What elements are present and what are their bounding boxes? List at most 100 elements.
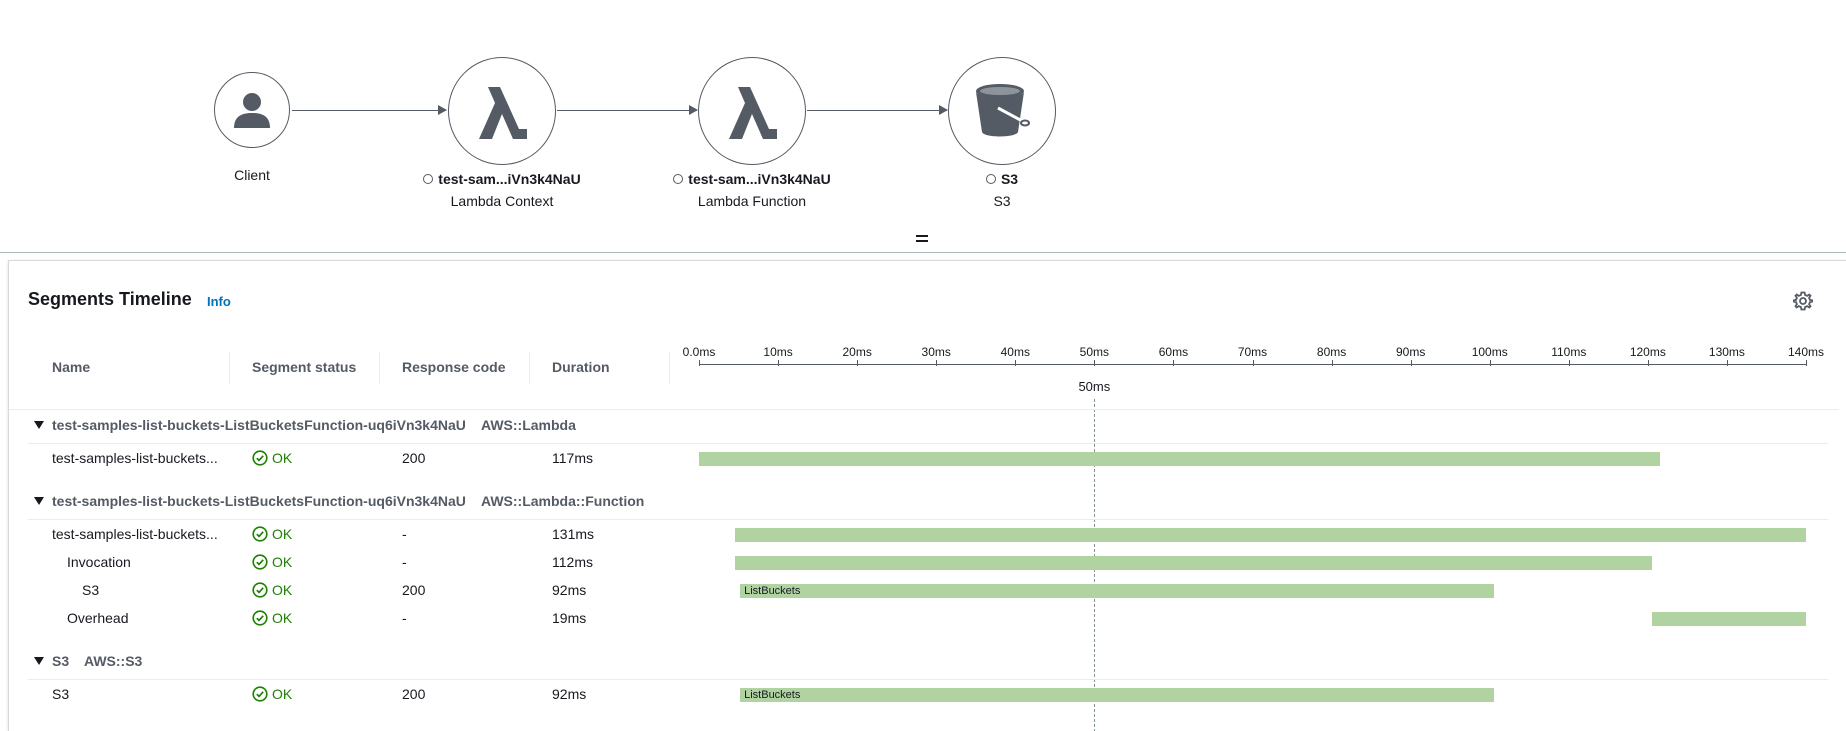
segment-timeline-bar[interactable] [734, 528, 1806, 542]
segment-name: test-samples-list-buckets... [52, 450, 218, 466]
segment-row[interactable]: Overhead OK - 19ms [9, 607, 1839, 631]
panel-title: Segments Timeline [28, 289, 192, 309]
timeline-tick [778, 360, 780, 366]
segment-group-header[interactable]: test-samples-list-buckets-ListBucketsFun… [9, 488, 1839, 516]
segment-response-code: - [402, 554, 407, 570]
timeline-tick-label: 90ms [1395, 345, 1426, 359]
timeline-tick [1806, 360, 1807, 366]
segment-status: OK [252, 450, 292, 466]
segment-group-type: AWS::S3 [84, 653, 143, 669]
segment-status-text: OK [272, 610, 293, 626]
timeline-tick [1489, 360, 1491, 366]
timeline-tick [699, 360, 700, 366]
map-edge [557, 105, 698, 115]
caret-down-icon[interactable] [34, 657, 44, 665]
check-circle-icon [252, 450, 268, 466]
segment-status-text: OK [272, 450, 293, 466]
timeline-tick-label: 30ms [921, 345, 951, 359]
map-node-title: S3 [902, 171, 1102, 187]
map-divider [0, 252, 1846, 253]
column-header-status[interactable]: Segment status [252, 359, 357, 375]
segment-group-name: S3 [52, 653, 70, 669]
segment-timeline-bar[interactable] [1651, 612, 1806, 626]
column-header-response[interactable]: Response code [402, 359, 506, 375]
segment-group-header[interactable]: test-samples-list-buckets-ListBucketsFun… [9, 412, 1839, 440]
segment-name: Overhead [67, 610, 129, 626]
segment-status-text: OK [272, 554, 293, 570]
timeline-tick [1410, 360, 1412, 366]
column-separator [229, 352, 230, 384]
timeline-tick-label: 120ms [1629, 345, 1666, 359]
map-node-lambda-context[interactable] [448, 57, 556, 165]
map-node-s3[interactable] [948, 57, 1056, 165]
segment-duration: 92ms [552, 686, 587, 702]
segment-timeline-bar[interactable]: ListBuckets [740, 688, 1494, 702]
gear-icon [1792, 291, 1814, 311]
timeline-tick-label: 50ms [1079, 345, 1110, 359]
segment-response-code: 200 [402, 686, 426, 702]
segment-row[interactable]: S3 OK 200 92ms ListBuckets [9, 683, 1839, 707]
map-node-lambda-function[interactable] [698, 57, 806, 165]
resize-handle[interactable] [916, 233, 930, 243]
map-node-title-text: S3 [1000, 171, 1019, 187]
group-divider [28, 443, 1828, 444]
status-ring-icon [673, 174, 684, 184]
caret-down-icon[interactable] [34, 421, 44, 429]
segment-timeline-bar[interactable] [699, 452, 1660, 466]
timeline-tick-label: 40ms [1000, 345, 1030, 359]
settings-button[interactable] [1792, 291, 1814, 311]
status-ring-icon [985, 174, 996, 184]
map-node-subtitle: S3 [993, 193, 1011, 209]
segment-name: S3 [52, 686, 70, 702]
check-circle-icon [252, 686, 268, 702]
segment-group-type: AWS::Lambda::Function [481, 493, 645, 509]
column-separator [669, 352, 670, 384]
caret-down-icon[interactable] [34, 497, 44, 505]
column-header-duration[interactable]: Duration [552, 359, 610, 375]
segment-row[interactable]: test-samples-list-buckets... OK 200 117ms [9, 447, 1839, 471]
segment-group-header[interactable]: S3 AWS::S3 [9, 648, 1839, 676]
column-separator [529, 352, 530, 384]
segment-status-text: OK [272, 526, 293, 542]
timeline-tick [1726, 360, 1728, 366]
segment-timeline-bar[interactable] [734, 556, 1652, 570]
column-header-name[interactable]: Name [52, 359, 91, 375]
lambda-icon [729, 87, 777, 139]
segment-status-text: OK [272, 686, 293, 702]
segment-row[interactable]: test-samples-list-buckets... OK - 131ms [9, 523, 1839, 547]
segment-name: S3 [82, 582, 100, 598]
map-node-title: test-sam...iVn3k4NaU [402, 171, 602, 187]
segments-timeline-panel: Segments Timeline Info Name Segment stat… [8, 260, 1846, 731]
segment-status: OK [252, 582, 292, 598]
check-circle-icon [252, 554, 268, 570]
segment-group-type: AWS::Lambda [481, 417, 576, 433]
timeline-tick-label: 20ms [842, 345, 872, 359]
timeline-tick-label: 60ms [1158, 345, 1189, 359]
map-node-title-text: test-sam...iVn3k4NaU [688, 171, 831, 187]
segment-timeline-bar[interactable]: ListBuckets [740, 584, 1494, 598]
segment-response-code: 200 [402, 450, 426, 466]
timeline-tick-label: 130ms [1708, 345, 1745, 359]
timeline-tick [936, 360, 938, 366]
timeline-tick-label: 0.0ms [682, 345, 716, 359]
timeline-tick [1094, 360, 1096, 366]
timeline-tick-label: 100ms [1471, 345, 1508, 359]
segment-status-text: OK [272, 582, 293, 598]
segment-duration: 92ms [552, 582, 587, 598]
map-node-title-text: test-sam...iVn3k4NaU [438, 171, 581, 187]
timeline-tick-label: 10ms [763, 345, 793, 359]
user-icon [234, 93, 270, 128]
segment-response-code: - [402, 526, 407, 542]
header-divider [9, 409, 1839, 410]
info-link[interactable]: Info [207, 294, 231, 309]
segment-status: OK [252, 686, 292, 702]
segment-row[interactable]: S3 OK 200 92ms ListBuckets [9, 579, 1839, 603]
map-node-client[interactable] [214, 72, 290, 148]
segment-duration: 112ms [552, 554, 593, 570]
segment-row[interactable]: Invocation OK - 112ms [9, 551, 1839, 575]
segment-status: OK [252, 526, 292, 542]
timeline-tick [1173, 360, 1175, 366]
segment-group-name: test-samples-list-buckets-ListBucketsFun… [52, 417, 466, 433]
timeline-tick [1015, 360, 1017, 366]
group-divider [28, 679, 1828, 680]
